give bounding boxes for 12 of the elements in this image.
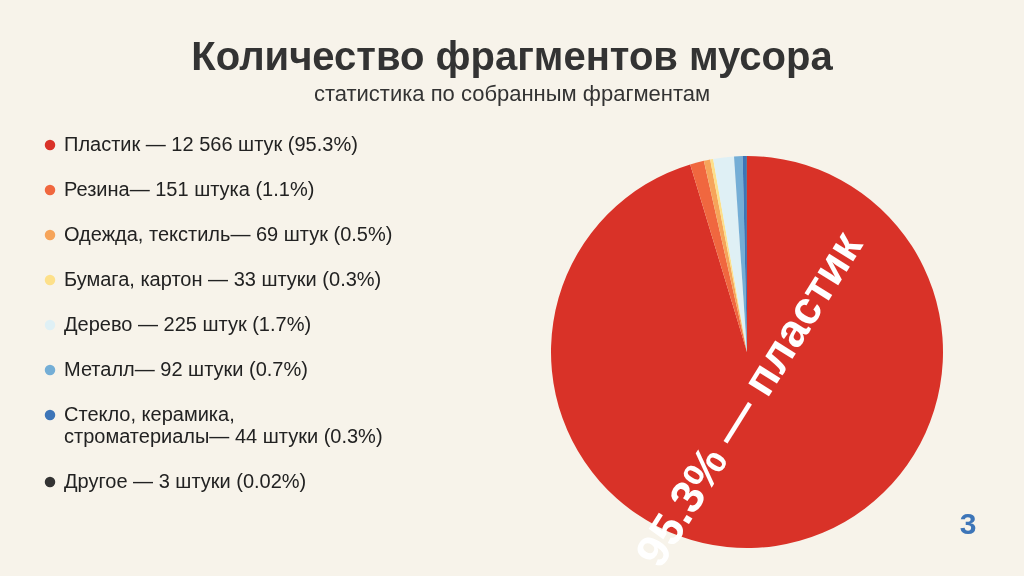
legend-label: Резина— 151 штука (1.1%) bbox=[64, 178, 315, 200]
legend-label: Дерево — 225 штук (1.7%) bbox=[64, 313, 312, 335]
legend-label: Пластик — 12 566 штук (95.3%) bbox=[64, 133, 358, 155]
legend-label: Стекло, керамика, строматериалы— 44 штуки (0.3%) bbox=[64, 403, 383, 447]
chart-subtitle: статистика по собранным фрагментам bbox=[313, 81, 711, 106]
chart-title: Количество фрагментов мусора bbox=[191, 34, 834, 78]
legend-label: Бумага, картон — 33 штуки (0.3%) bbox=[64, 268, 382, 290]
legend-label: Металл— 92 штуки (0.7%) bbox=[64, 358, 308, 380]
text: 3 bbox=[959, 507, 977, 540]
legend-label: Другое — 3 штуки (0.02%) bbox=[64, 470, 307, 492]
legend-label: Одежда, текстиль— 69 штук (0.5%) bbox=[64, 223, 393, 245]
pie-slice bbox=[703, 159, 747, 352]
